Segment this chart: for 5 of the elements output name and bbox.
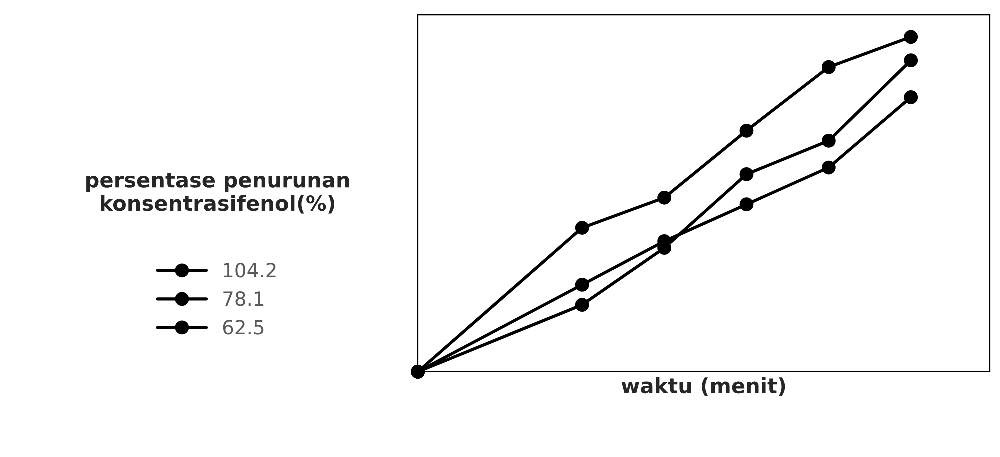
legend-label: 78.1 (224, 292, 264, 306)
legend-label: 62.5 (223, 320, 264, 335)
y-axis-title: persentase penurunan konsentrasifenol(%) (86, 172, 350, 214)
x-axis-title: waktu (menit) (622, 378, 786, 396)
legend-label: 104.2 (224, 263, 276, 278)
